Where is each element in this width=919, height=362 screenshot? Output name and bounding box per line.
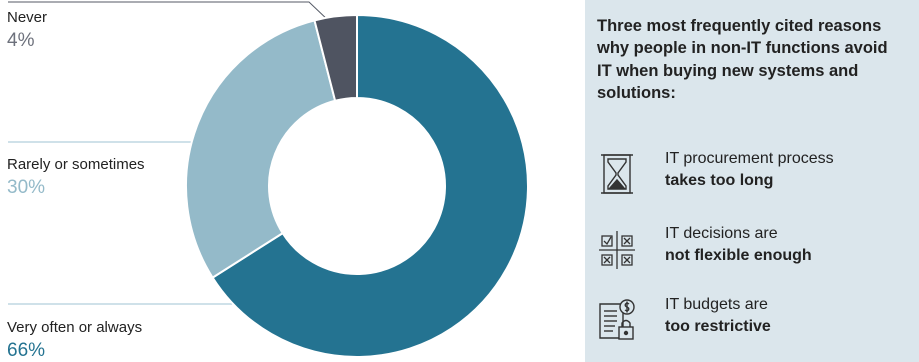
slice-label-very-often: Very often or always 66%	[7, 319, 143, 361]
slice-percent-rarely: 30%	[7, 176, 46, 198]
donut-chart	[8, 1, 529, 358]
reason-line1: IT decisions are	[665, 225, 778, 242]
slice-percent-very-often: 66%	[7, 339, 46, 361]
reason-item-flexibility: IT decisions are not flexible enough	[585, 223, 919, 273]
reason-item-procurement: IT procurement process takes too long	[585, 148, 919, 198]
hourglass-icon	[601, 154, 633, 194]
slice-rarely	[185, 19, 337, 280]
slice-very-often	[211, 13, 529, 358]
reason-line1: IT budgets are	[665, 296, 768, 313]
leader-line-never	[8, 1, 331, 23]
panel-heading: Three most frequently cited reasons why …	[597, 17, 888, 102]
slice-name-rarely: Rarely or sometimes	[7, 156, 145, 173]
reason-line2: too restrictive	[665, 318, 771, 336]
slice-label-rarely: Rarely or sometimes 30%	[7, 156, 145, 198]
budget-document-icon	[599, 299, 635, 340]
checkbox-grid-icon	[599, 231, 635, 269]
reasons-panel: Three most frequently cited reasons why …	[585, 0, 919, 362]
slice-percent-never: 4%	[7, 29, 35, 51]
reason-item-budget: IT budgets are too restrictive	[585, 294, 919, 344]
reason-line2: takes too long	[665, 172, 774, 190]
slice-label-never: Never 4%	[7, 9, 48, 51]
slice-never	[313, 13, 358, 102]
reason-line2: not flexible enough	[665, 247, 812, 265]
slice-name-never: Never	[7, 9, 48, 26]
slice-name-very-often: Very often or always	[7, 319, 143, 336]
reason-line1: IT procurement process	[665, 150, 834, 167]
